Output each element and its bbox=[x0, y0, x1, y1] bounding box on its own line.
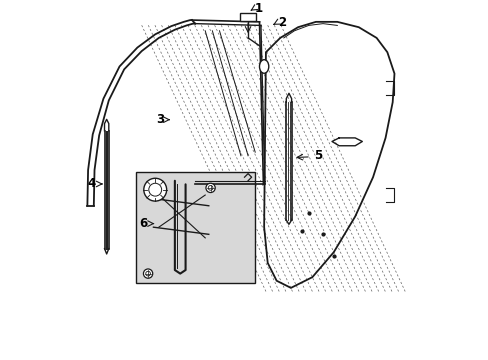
Circle shape bbox=[145, 271, 150, 276]
Circle shape bbox=[143, 269, 152, 278]
Text: 1: 1 bbox=[254, 2, 263, 15]
Circle shape bbox=[205, 183, 215, 193]
Circle shape bbox=[208, 185, 212, 190]
Polygon shape bbox=[264, 22, 394, 288]
Ellipse shape bbox=[259, 60, 268, 73]
Text: 2: 2 bbox=[277, 17, 285, 30]
FancyBboxPatch shape bbox=[135, 172, 255, 283]
Text: 3: 3 bbox=[156, 113, 164, 126]
Circle shape bbox=[143, 178, 166, 201]
Text: 5: 5 bbox=[313, 149, 321, 162]
Circle shape bbox=[148, 183, 162, 196]
FancyBboxPatch shape bbox=[240, 13, 255, 21]
Text: 4: 4 bbox=[87, 177, 96, 190]
Text: 6: 6 bbox=[140, 217, 148, 230]
